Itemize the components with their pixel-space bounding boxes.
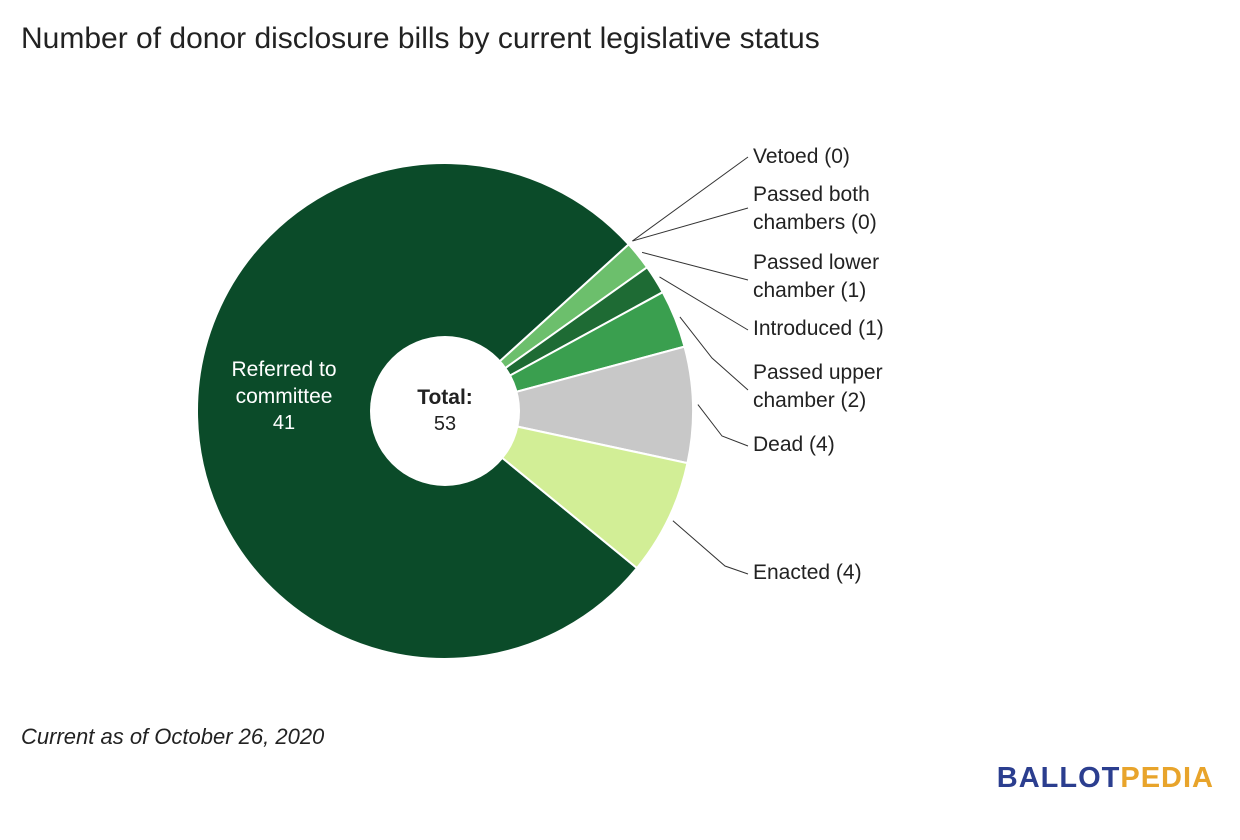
leader-lines bbox=[632, 156, 749, 575]
inner-label-value: 41 bbox=[272, 412, 296, 434]
inner-label-line2: committee bbox=[235, 385, 333, 408]
ballotpedia-logo: BALLOTPEDIA bbox=[997, 762, 1214, 795]
slice-dead bbox=[444, 345, 694, 465]
leader-introduced bbox=[659, 276, 749, 331]
label-passed-both: Passed both chambers (0) bbox=[753, 181, 877, 237]
label-passed-both-line1: Passed both bbox=[753, 183, 870, 206]
donut-hole bbox=[370, 336, 520, 486]
label-vetoed-line1: Vetoed (0) bbox=[753, 145, 850, 168]
leader-dead bbox=[697, 404, 749, 447]
label-dead: Dead (4) bbox=[753, 431, 835, 459]
center-label-name: Total: bbox=[417, 386, 473, 409]
label-introduced-line1: Introduced (1) bbox=[753, 317, 884, 340]
leader-enacted bbox=[672, 520, 749, 575]
logo-part-ballot: BALLOT bbox=[996, 762, 1121, 794]
label-passed-lower-line2: chamber (1) bbox=[753, 279, 867, 302]
label-introduced: Introduced (1) bbox=[753, 315, 884, 343]
label-passed-upper-line1: Passed upper bbox=[753, 361, 883, 384]
leader-passed-upper-chamber bbox=[679, 316, 749, 391]
center-label: Total: 53 bbox=[385, 384, 505, 438]
footnote: Current as of October 26, 2020 bbox=[21, 724, 325, 749]
leader-passed-lower-chamber bbox=[641, 251, 749, 281]
label-passed-both-line2: chambers (0) bbox=[753, 211, 877, 234]
leader-vetoed bbox=[632, 156, 749, 242]
logo-part-pedia: PEDIA bbox=[1120, 762, 1214, 794]
inner-label-line1: Referred to bbox=[231, 358, 337, 381]
label-passed-upper: Passed upper chamber (2) bbox=[753, 359, 883, 415]
label-dead-line1: Dead (4) bbox=[753, 433, 835, 456]
inner-label-referred: Referred to committee 41 bbox=[200, 356, 368, 437]
label-enacted-line1: Enacted (4) bbox=[753, 561, 862, 584]
label-passed-upper-line2: chamber (2) bbox=[753, 389, 867, 412]
leader-passed-both-chambers bbox=[632, 207, 749, 242]
label-passed-lower: Passed lower chamber (1) bbox=[753, 249, 879, 305]
label-passed-lower-line1: Passed lower bbox=[753, 251, 880, 274]
chart-title: Number of donor disclosure bills by curr… bbox=[21, 22, 820, 55]
label-vetoed: Vetoed (0) bbox=[753, 143, 850, 171]
center-label-value: 53 bbox=[433, 413, 457, 435]
label-enacted: Enacted (4) bbox=[753, 559, 862, 587]
